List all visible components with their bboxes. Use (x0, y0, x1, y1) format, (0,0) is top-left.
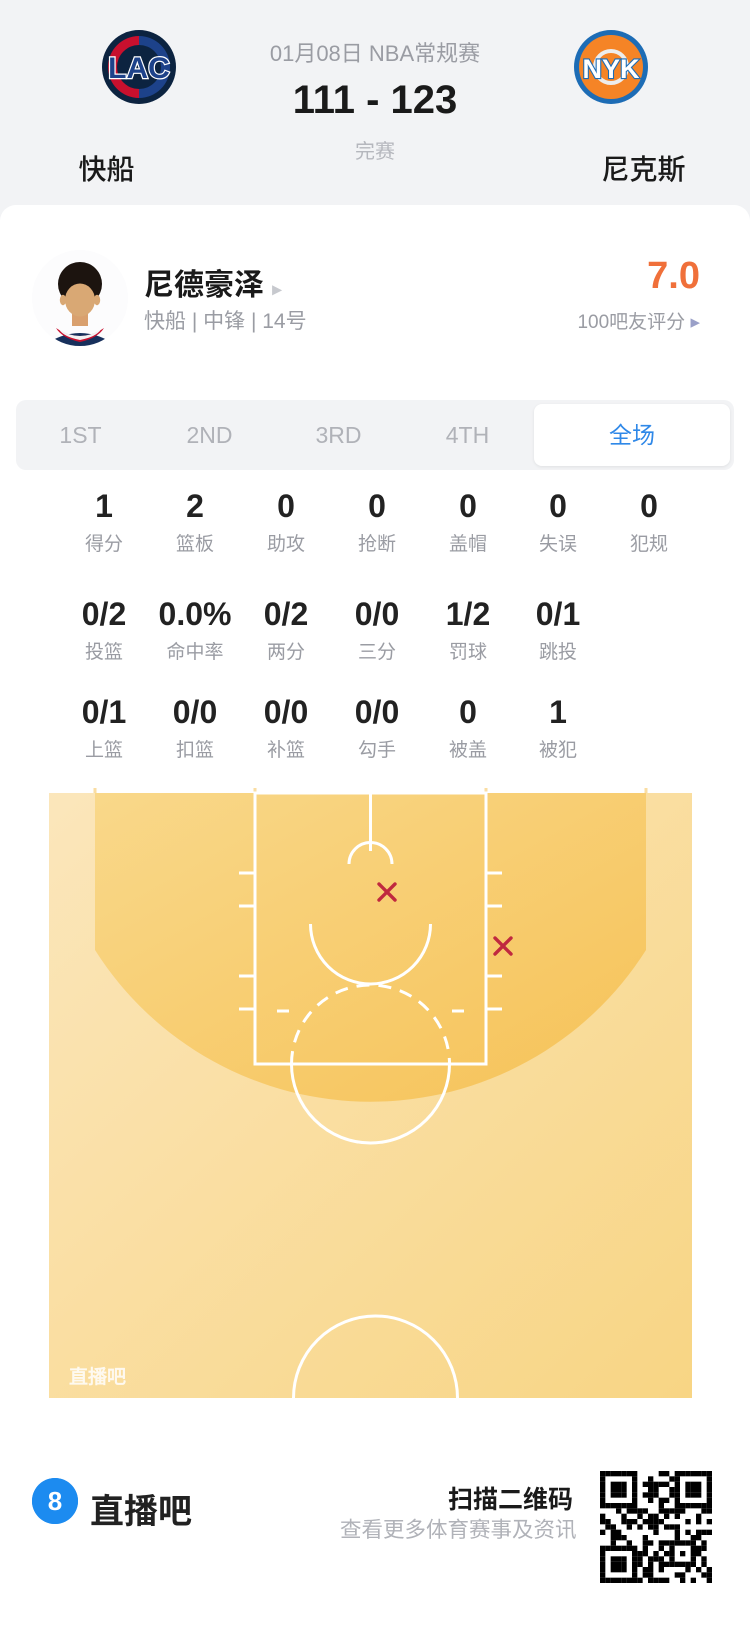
svg-text:直播吧: 直播吧 (69, 1365, 126, 1388)
svg-text:LAC: LAC (108, 52, 170, 85)
svg-text:NYK: NYK (582, 54, 640, 84)
svg-text:8: 8 (48, 1486, 62, 1516)
